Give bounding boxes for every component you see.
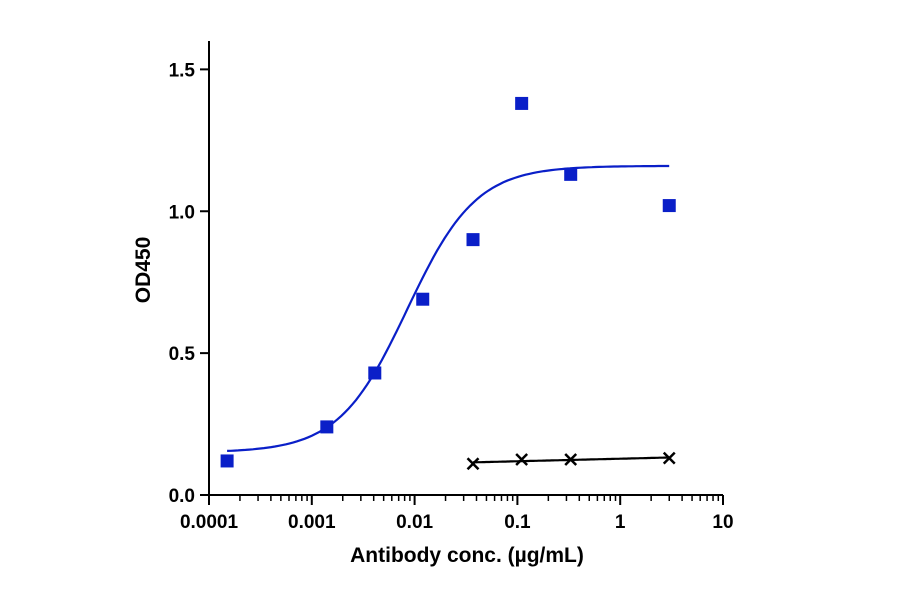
y-tick-label: 0.0 xyxy=(169,486,195,507)
y-axis-title: OD450 xyxy=(132,237,155,304)
x-tick-label: 0.01 xyxy=(396,512,433,533)
x-tick-label: 0.1 xyxy=(504,512,531,533)
x-tick-label: 10 xyxy=(712,512,733,533)
data-point-series-1 xyxy=(466,233,480,247)
point-cross-stroke xyxy=(466,457,480,471)
y-tick-label: 1.5 xyxy=(169,60,196,81)
data-point-series-1 xyxy=(320,420,334,434)
point-cross-stroke xyxy=(662,451,676,465)
data-point-series-1 xyxy=(220,454,234,468)
data-point-series-1 xyxy=(416,292,430,306)
data-point-series-1 xyxy=(515,96,529,110)
data-point-series-2 xyxy=(564,453,578,466)
data-point-series-1 xyxy=(564,167,578,181)
data-point-series-2 xyxy=(466,457,480,471)
y-tick-label: 1.0 xyxy=(169,202,195,223)
axes: 0.0 0.5 1.0 1.5 0.0001 0.001 0.01 0.1 1 10 xyxy=(169,41,734,533)
x-tick-label: 1 xyxy=(615,512,626,533)
y-tick-label: 0.5 xyxy=(169,344,196,365)
x-tick-label: 0.001 xyxy=(288,512,336,533)
data-point-series-2 xyxy=(515,453,529,466)
data-point-series-1 xyxy=(662,199,676,213)
point-cross-stroke xyxy=(515,453,529,466)
data-point-series-2 xyxy=(662,451,676,465)
x-axis-title: Antibody conc. (µg/mL) xyxy=(350,544,584,567)
fit-curve-series-1 xyxy=(227,164,670,452)
plot-area xyxy=(220,96,676,471)
data-point-series-1 xyxy=(368,366,382,380)
point-cross-stroke xyxy=(564,453,578,466)
x-tick-label: 0.0001 xyxy=(180,512,239,533)
